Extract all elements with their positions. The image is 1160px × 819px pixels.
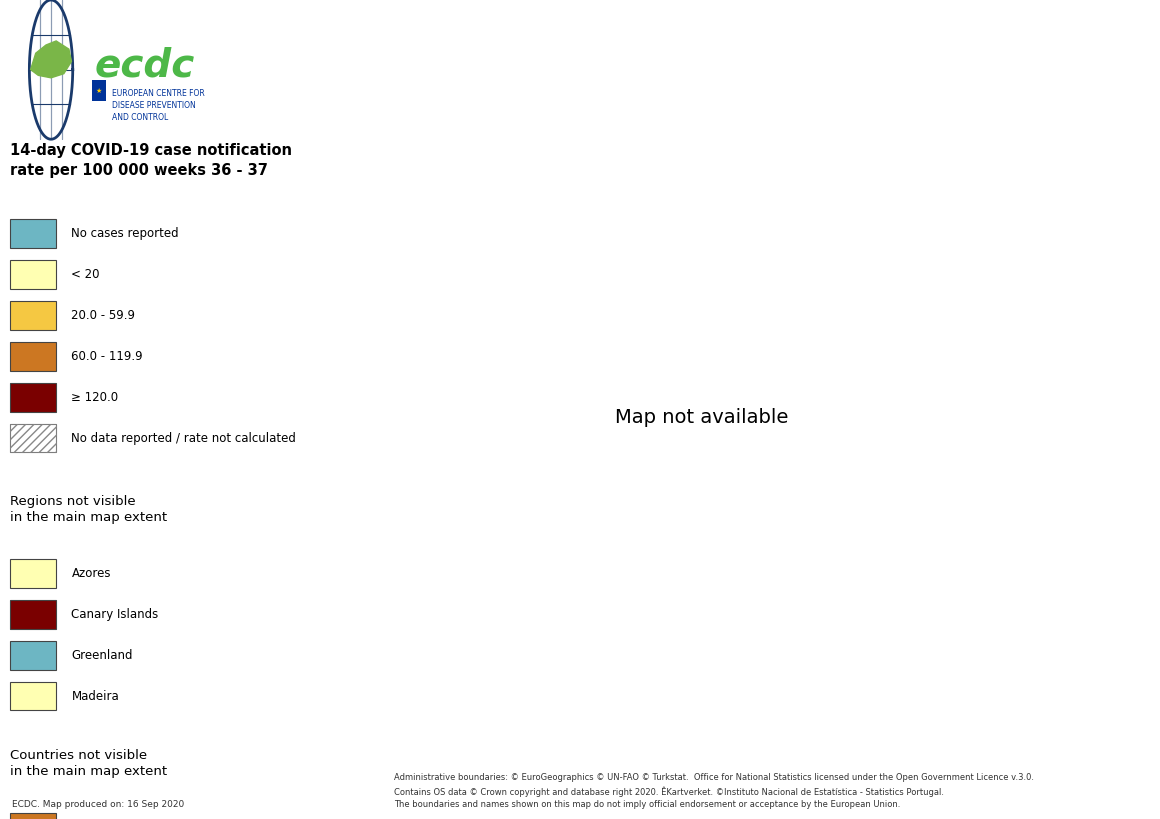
Text: No cases reported: No cases reported <box>72 227 179 240</box>
Bar <box>10 219 56 247</box>
Bar <box>10 342 56 370</box>
Bar <box>10 682 56 711</box>
Text: Azores: Azores <box>72 567 111 580</box>
Text: 20.0 - 59.9: 20.0 - 59.9 <box>72 309 136 322</box>
Text: Madeira: Madeira <box>72 690 119 703</box>
Bar <box>10 424 56 452</box>
Text: Greenland: Greenland <box>72 649 133 662</box>
Bar <box>10 424 56 452</box>
Bar <box>10 559 56 588</box>
Text: No data reported / rate not calculated: No data reported / rate not calculated <box>72 432 296 445</box>
Text: ≥ 120.0: ≥ 120.0 <box>72 391 118 404</box>
Text: Countries not visible
in the main map extent: Countries not visible in the main map ex… <box>10 749 167 778</box>
Bar <box>10 600 56 629</box>
Text: Map not available: Map not available <box>615 408 789 428</box>
Text: ecdc: ecdc <box>94 47 195 84</box>
Text: 14-day COVID-19 case notification
rate per 100 000 weeks 36 - 37: 14-day COVID-19 case notification rate p… <box>10 143 292 178</box>
Text: Administrative boundaries: © EuroGeographics © UN-FAO © Turkstat.  Office for Na: Administrative boundaries: © EuroGeograp… <box>394 773 1035 809</box>
Text: 60.0 - 119.9: 60.0 - 119.9 <box>72 350 143 363</box>
Text: ECDC. Map produced on: 16 Sep 2020: ECDC. Map produced on: 16 Sep 2020 <box>12 800 183 809</box>
Text: Regions not visible
in the main map extent: Regions not visible in the main map exte… <box>10 495 167 524</box>
Text: EUROPEAN CENTRE FOR
DISEASE PREVENTION
AND CONTROL: EUROPEAN CENTRE FOR DISEASE PREVENTION A… <box>113 89 205 122</box>
Bar <box>10 812 56 819</box>
Bar <box>10 301 56 329</box>
Polygon shape <box>30 41 72 78</box>
Bar <box>10 260 56 289</box>
Text: ★: ★ <box>96 88 102 93</box>
Bar <box>10 383 56 412</box>
Text: Canary Islands: Canary Islands <box>72 608 159 621</box>
Bar <box>10 641 56 670</box>
Text: < 20: < 20 <box>72 268 100 281</box>
Bar <box>92 80 106 101</box>
